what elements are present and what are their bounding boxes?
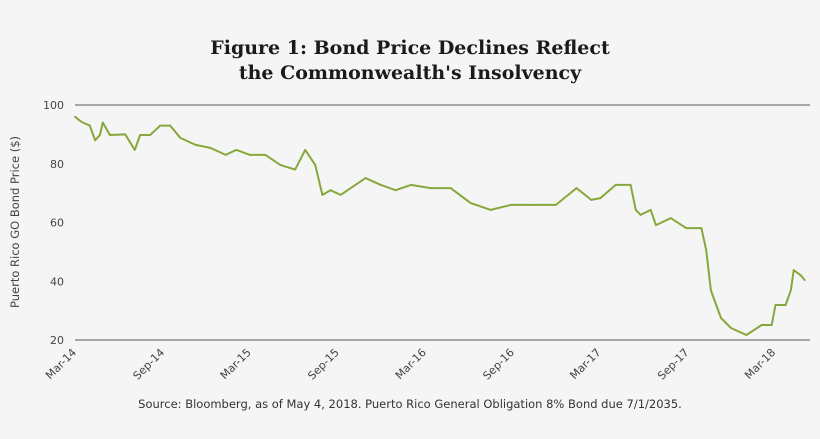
data-point [410,184,412,186]
data-point [575,187,578,190]
data-point [634,208,637,211]
data-point [264,154,267,156]
chart-title: Figure 1: Bond Price Declines Reflect th… [0,36,820,86]
x-tick-label: Mar-17 [567,346,603,382]
data-point [720,317,722,319]
y-tick-label: 40 [50,275,64,288]
data-point [224,154,227,156]
x-tick-label: Sep-17 [655,346,692,383]
data-point [139,134,141,136]
data-point [469,202,472,205]
data-point [279,164,282,166]
data-point [730,327,732,329]
y-tick-label: 60 [50,217,64,230]
data-point [655,224,657,227]
data-point [784,304,787,306]
x-tick-label: Mar-18 [742,346,778,382]
data-point [629,184,632,186]
x-tick-label: Mar-16 [393,346,429,382]
data-point [101,121,104,124]
data-point [159,124,162,127]
data-point [590,198,593,201]
data-point [124,133,127,136]
data-point [800,274,802,277]
data-point [429,187,432,190]
data-point [700,227,703,229]
data-point [774,304,777,306]
data-point [770,324,773,326]
x-tick-label: Sep-15 [305,346,342,383]
data-point [133,149,136,151]
data-point [379,184,382,186]
data-point [179,137,182,139]
chart-title-line2: the Commonwealth's Insolvency [238,62,582,84]
data-point [88,124,91,127]
y-tick-label: 80 [50,158,64,171]
data-point [74,115,76,118]
data-point [169,124,172,127]
data-point [249,154,252,156]
data-point [530,203,532,206]
data-point [792,269,795,271]
data-point [109,134,111,136]
data-point [80,121,83,123]
data-point [614,184,617,186]
data-point [803,279,806,281]
data-point [639,213,642,216]
axes: 20 40 60 80 100 Mar-14 Sep-14 Mar-15 Sep-15 Mar-1… [43,99,810,382]
data-point [98,134,101,136]
series-line-0 [74,116,806,336]
data-point [789,289,792,291]
data-point [149,134,152,136]
chart-title-line1: Figure 1: Bond Price Declines Reflect [210,37,610,59]
data-point [760,324,763,326]
data-point [364,177,367,180]
data-point [685,227,687,229]
y-axis-label: Puerto Rico GO Bond Price ($) [8,136,22,308]
data-point [745,334,748,336]
data-point [354,184,357,186]
data-point [94,139,96,142]
y-tick-label: 20 [50,334,64,347]
data-point [321,193,324,196]
data-point [449,187,452,190]
data-point [705,249,708,252]
data-point [329,189,332,192]
data-point [314,164,317,166]
data-point [209,146,212,149]
data-point [649,208,652,211]
data-point [599,197,602,200]
data-point [394,189,397,192]
data-point [194,144,197,146]
data-point [555,203,557,206]
source-note: Source: Bloomberg, as of May 4, 2018. Pu… [138,397,682,411]
series-group [74,115,806,336]
data-point [304,149,307,151]
x-tick-label: Mar-14 [43,346,79,382]
data-point [294,168,297,171]
data-point [710,289,712,292]
x-tick-label: Mar-15 [218,346,254,382]
x-tick-label: Sep-14 [131,346,168,383]
data-point [510,203,512,206]
data-point [669,217,672,219]
y-tick-label: 100 [43,99,64,112]
data-point [235,149,238,151]
data-point [489,208,492,211]
x-tick-label: Sep-16 [480,346,517,383]
data-point [339,193,342,196]
